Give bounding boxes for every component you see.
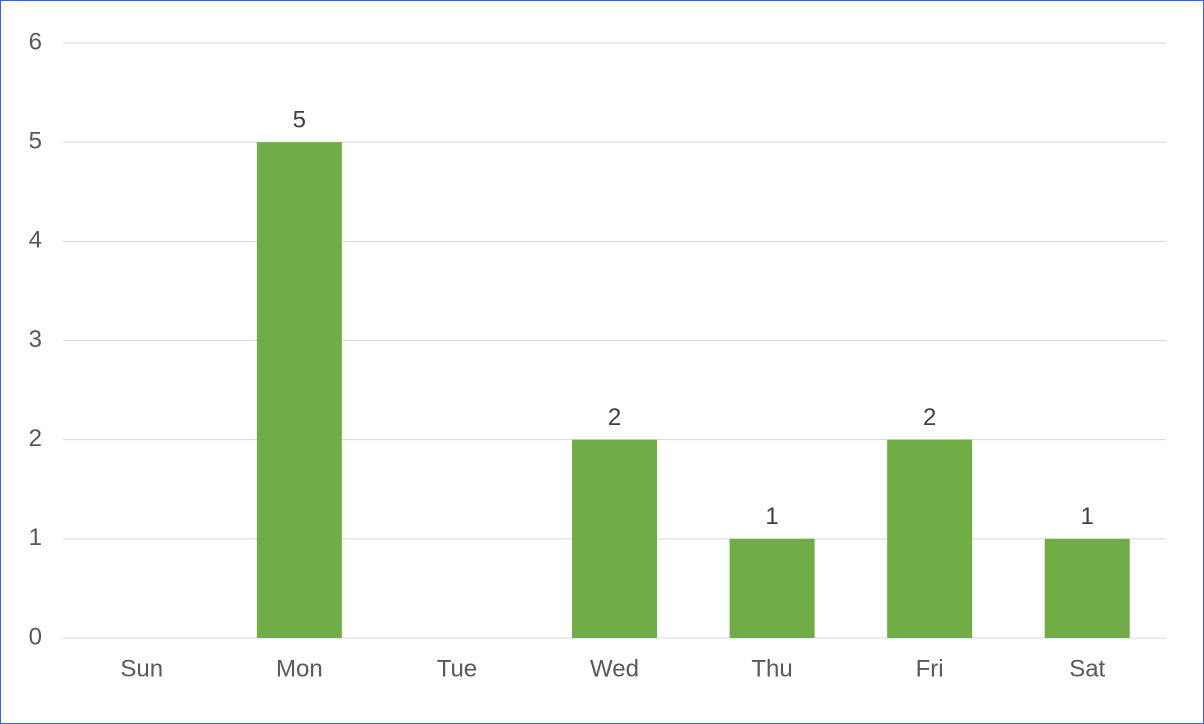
x-tick-label: Tue (437, 655, 477, 682)
bar (256, 142, 342, 638)
data-label: 1 (765, 503, 778, 530)
y-tick-label: 1 (29, 524, 42, 551)
bar (1044, 538, 1130, 638)
x-tick-label: Mon (276, 655, 323, 682)
data-label: 1 (1081, 503, 1094, 530)
data-label: 5 (293, 107, 306, 134)
y-tick-label: 5 (29, 128, 42, 155)
x-tick-label: Fri (916, 655, 944, 682)
bar (572, 439, 657, 638)
y-tick-label: 3 (29, 326, 42, 353)
x-tick-label: Sun (120, 655, 163, 682)
x-tick-label: Thu (751, 655, 792, 682)
data-label: 2 (923, 404, 936, 431)
y-tick-label: 4 (29, 227, 42, 254)
y-tick-label: 0 (29, 623, 42, 650)
x-tick-label: Sat (1069, 655, 1105, 682)
x-tick-label: Wed (590, 655, 639, 682)
data-label: 2 (608, 404, 621, 431)
y-tick-label: 2 (29, 425, 42, 452)
bar (887, 439, 973, 638)
bar (729, 538, 815, 638)
y-tick-label: 6 (29, 28, 42, 55)
